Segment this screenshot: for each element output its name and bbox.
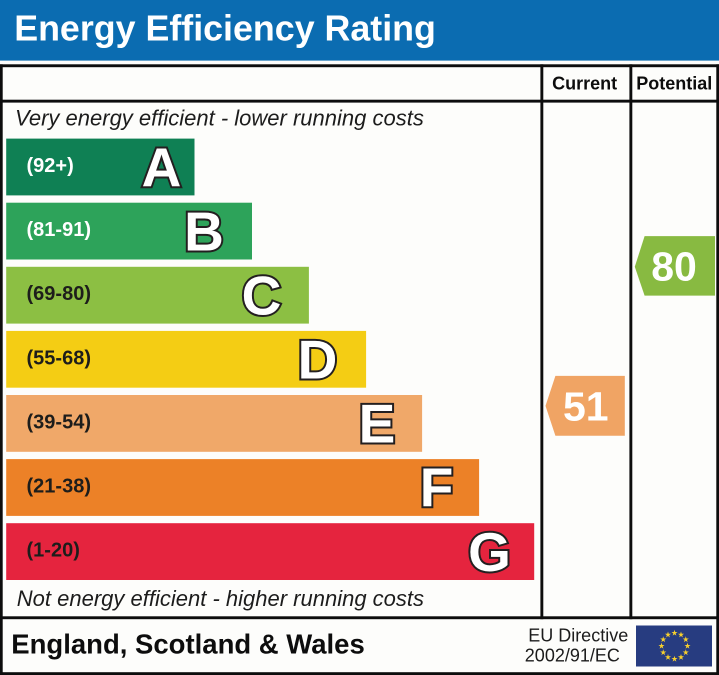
svg-text:F: F	[420, 457, 454, 519]
svg-text:(92+): (92+)	[27, 155, 74, 177]
svg-text:C: C	[242, 264, 282, 326]
svg-text:(69-80): (69-80)	[27, 283, 91, 305]
svg-text:51: 51	[563, 384, 609, 430]
svg-text:Very energy efficient - lower: Very energy efficient - lower running co…	[15, 106, 424, 131]
svg-text:D: D	[298, 329, 338, 391]
svg-text:(1-20): (1-20)	[27, 540, 80, 562]
svg-text:E: E	[359, 393, 396, 455]
svg-text:(21-38): (21-38)	[27, 476, 91, 498]
svg-text:B: B	[184, 200, 224, 262]
svg-text:A: A	[142, 136, 182, 198]
svg-text:England, Scotland & Wales: England, Scotland & Wales	[11, 629, 364, 660]
svg-text:2002/91/EC: 2002/91/EC	[525, 646, 620, 666]
svg-text:Potential: Potential	[636, 73, 712, 93]
svg-text:(39-54): (39-54)	[27, 411, 91, 433]
svg-text:(81-91): (81-91)	[27, 219, 91, 241]
svg-text:Current: Current	[552, 73, 617, 93]
svg-text:(55-68): (55-68)	[27, 347, 91, 369]
svg-text:Energy Efficiency Rating: Energy Efficiency Rating	[14, 8, 436, 48]
svg-text:Not energy efficient - higher: Not energy efficient - higher running co…	[17, 586, 424, 611]
svg-text:G: G	[468, 521, 511, 583]
svg-text:80: 80	[651, 243, 697, 289]
svg-text:EU Directive: EU Directive	[528, 626, 628, 646]
